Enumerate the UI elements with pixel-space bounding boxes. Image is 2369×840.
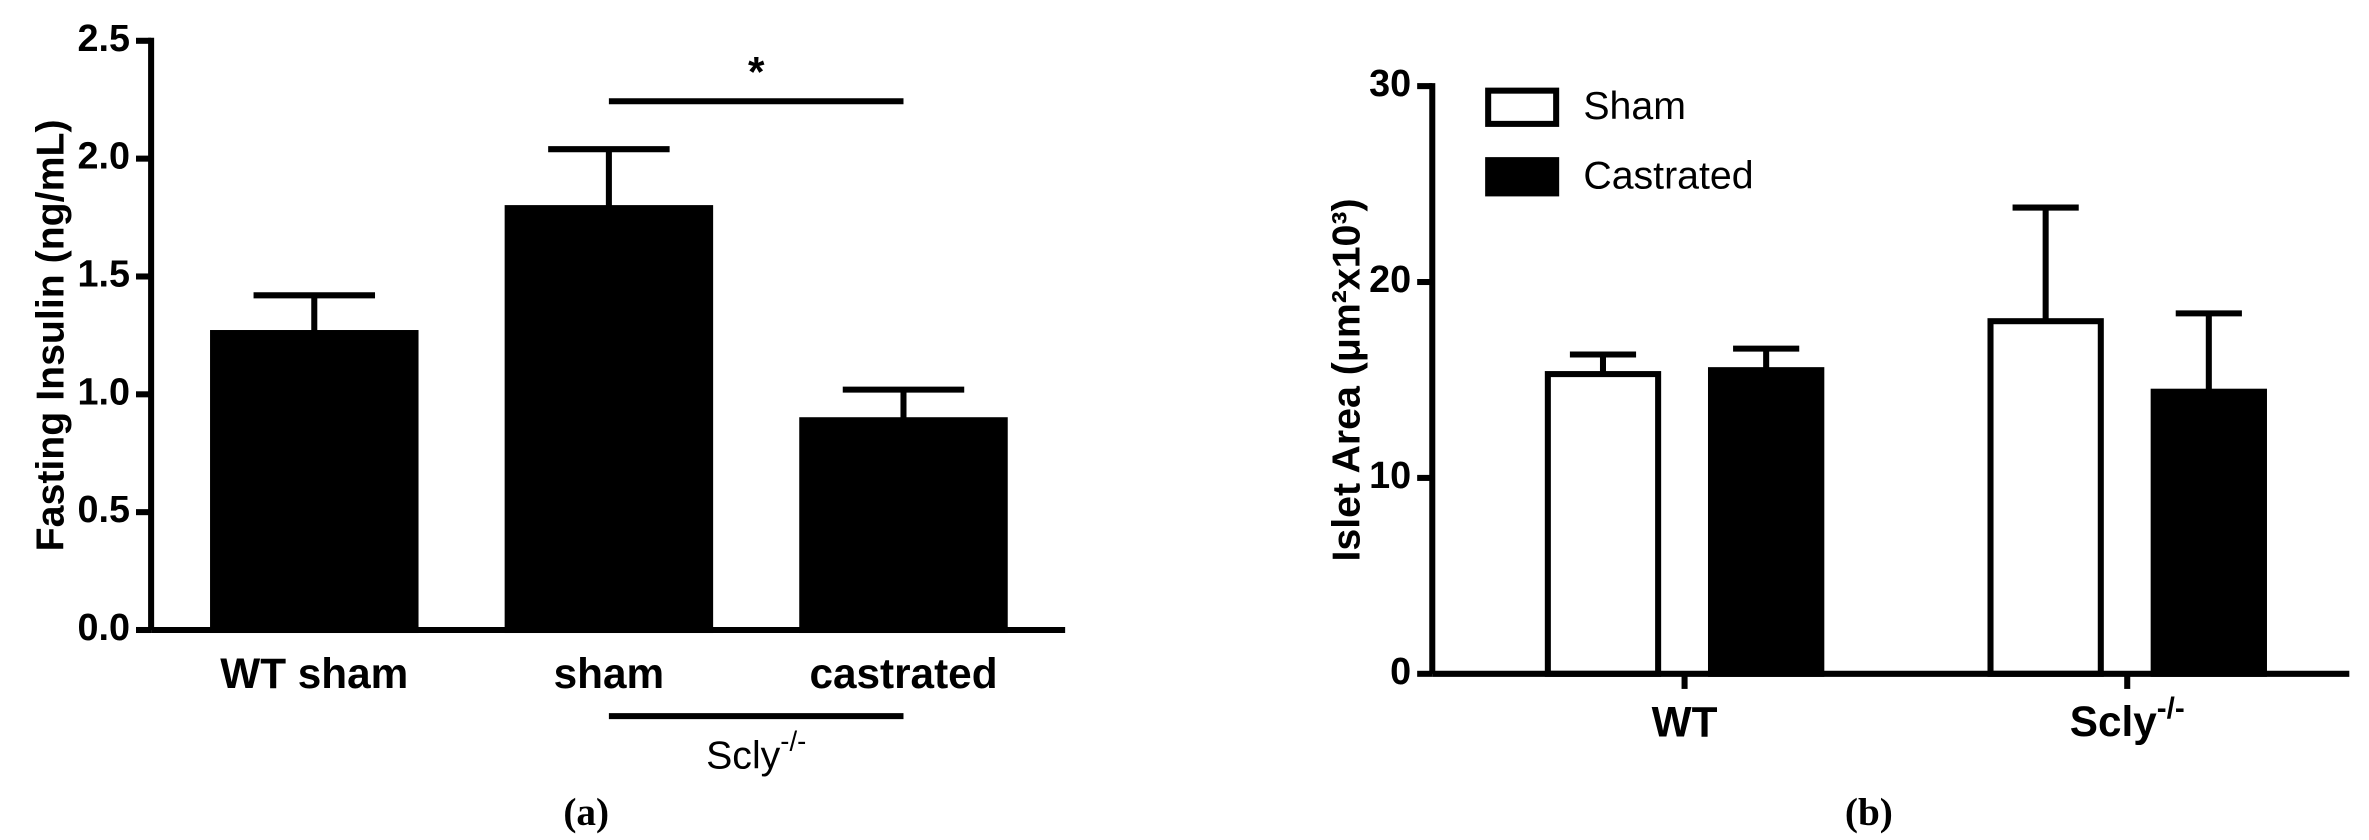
- legend-label: Sham: [1583, 84, 1686, 128]
- bar: [2150, 388, 2267, 677]
- y-axis-title: Fasting Insulin (ng/mL): [28, 119, 72, 551]
- y-tick-label: 2.0: [77, 136, 129, 178]
- y-tick-label: 30: [1369, 63, 1411, 105]
- legend-swatch: [1485, 87, 1560, 127]
- y-tick-label: 20: [1369, 259, 1411, 301]
- x-tick-label: WT sham: [220, 650, 408, 697]
- y-tick-label: 0.5: [77, 489, 129, 531]
- y-tick-label: 10: [1369, 455, 1411, 497]
- bar: [210, 330, 419, 634]
- legend-swatch: [1485, 157, 1560, 197]
- caption: (b): [1845, 791, 1893, 834]
- x-tick-label: sham: [554, 650, 665, 697]
- group-label: Scly-/-: [706, 726, 806, 778]
- bar: [504, 205, 714, 634]
- x-tick-label: Scly-/-: [2070, 692, 2185, 745]
- bar: [799, 417, 1008, 634]
- caption: (a): [563, 791, 609, 834]
- significance-star: *: [748, 49, 765, 96]
- y-tick-label: 2.5: [77, 18, 129, 60]
- x-tick-label: castrated: [809, 650, 997, 697]
- bar: [1707, 367, 1825, 677]
- y-tick-label: 0: [1390, 651, 1411, 693]
- y-tick-label: 1.5: [77, 253, 129, 295]
- bar: [1544, 371, 1662, 677]
- y-axis-title: Islet Area (μm²x10³): [1325, 198, 1369, 561]
- y-tick-label: 1.0: [77, 371, 129, 413]
- x-tick-label: WT: [1652, 698, 1718, 745]
- bar: [1987, 318, 2104, 677]
- legend-label: Castrated: [1583, 154, 1753, 198]
- y-tick-label: 0.0: [77, 607, 129, 649]
